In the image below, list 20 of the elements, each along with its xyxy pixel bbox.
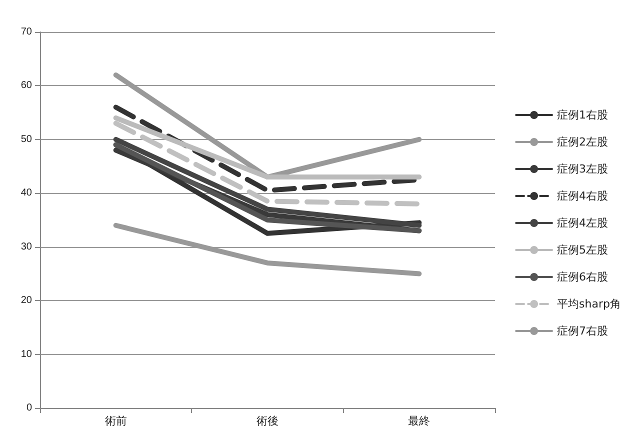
y-tick-label: 70 [20,26,32,38]
legend-label: 症例2左股 [557,136,608,148]
legend-label: 平均sharp角 [557,298,622,310]
y-tick-label: 30 [20,241,32,252]
x-tick-label: 術後 [256,416,278,428]
legend-label: 症例5左股 [557,244,608,256]
y-tick-label: 60 [20,80,32,92]
x-tick-label: 術前 [104,416,127,428]
y-tick-label: 20 [20,295,32,306]
legend-label: 症例6右股 [557,270,608,284]
y-tick-label: 0 [26,402,32,414]
legend-label: 症例4左股 [557,216,608,230]
legend-label: 症例4右股 [557,190,608,202]
y-tick-label: 50 [20,134,32,145]
legend-label: 症例3左股 [557,162,608,176]
y-tick-label: 10 [20,348,32,360]
legend-label: 症例7右股 [557,324,608,338]
legend-label: 症例1右股 [557,108,608,122]
x-tick-label: 最終 [408,416,430,428]
y-tick-label: 40 [20,188,32,199]
